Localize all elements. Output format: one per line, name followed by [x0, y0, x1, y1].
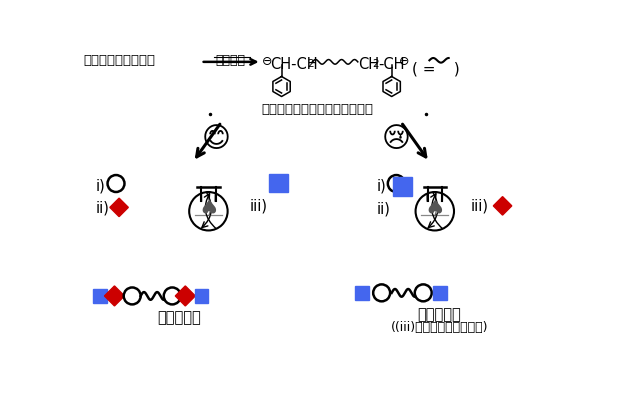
Polygon shape — [104, 286, 125, 306]
Text: ⊖: ⊖ — [262, 55, 273, 68]
Text: ♠: ♠ — [425, 198, 445, 221]
Circle shape — [388, 175, 405, 192]
Text: ): ) — [450, 62, 460, 77]
Text: ((iii)の反応は進行しない): ((iii)の反応は進行しない) — [391, 321, 488, 334]
Circle shape — [124, 288, 141, 304]
Text: 😊: 😊 — [202, 125, 231, 153]
Text: カリウムナフタレン: カリウムナフタレン — [84, 54, 156, 67]
Polygon shape — [494, 197, 512, 215]
Circle shape — [189, 192, 228, 230]
Text: CH-CH: CH-CH — [270, 57, 317, 72]
Circle shape — [107, 175, 125, 192]
Bar — [195, 289, 208, 303]
Bar — [393, 177, 412, 196]
Text: iii): iii) — [470, 199, 488, 214]
Text: ii): ii) — [377, 202, 391, 217]
Text: ⊖: ⊖ — [399, 55, 409, 68]
Circle shape — [164, 288, 180, 304]
Polygon shape — [175, 286, 195, 306]
Text: ♠: ♠ — [198, 198, 219, 221]
Text: スチレン: スチレン — [216, 54, 246, 67]
Text: i): i) — [377, 179, 387, 194]
Circle shape — [373, 284, 390, 301]
Text: -CH: -CH — [378, 57, 404, 72]
Text: ii): ii) — [96, 200, 110, 216]
Text: ( =: ( = — [412, 62, 435, 77]
Text: CH: CH — [358, 57, 379, 72]
Text: 2: 2 — [373, 59, 379, 69]
Circle shape — [415, 284, 432, 301]
Polygon shape — [110, 198, 128, 217]
Bar — [433, 286, 447, 300]
Text: i): i) — [96, 179, 106, 194]
Text: リビングポリスチレンアニオン: リビングポリスチレンアニオン — [262, 104, 374, 116]
Text: 2: 2 — [307, 59, 314, 69]
Bar — [269, 174, 288, 192]
Text: 😢: 😢 — [382, 125, 410, 153]
Text: ポリマー鎖: ポリマー鎖 — [157, 310, 201, 325]
Text: iii): iii) — [250, 199, 268, 214]
Text: ポリマー鎖: ポリマー鎖 — [417, 308, 461, 322]
Bar — [355, 286, 368, 300]
Circle shape — [415, 192, 454, 230]
Bar — [93, 289, 107, 303]
